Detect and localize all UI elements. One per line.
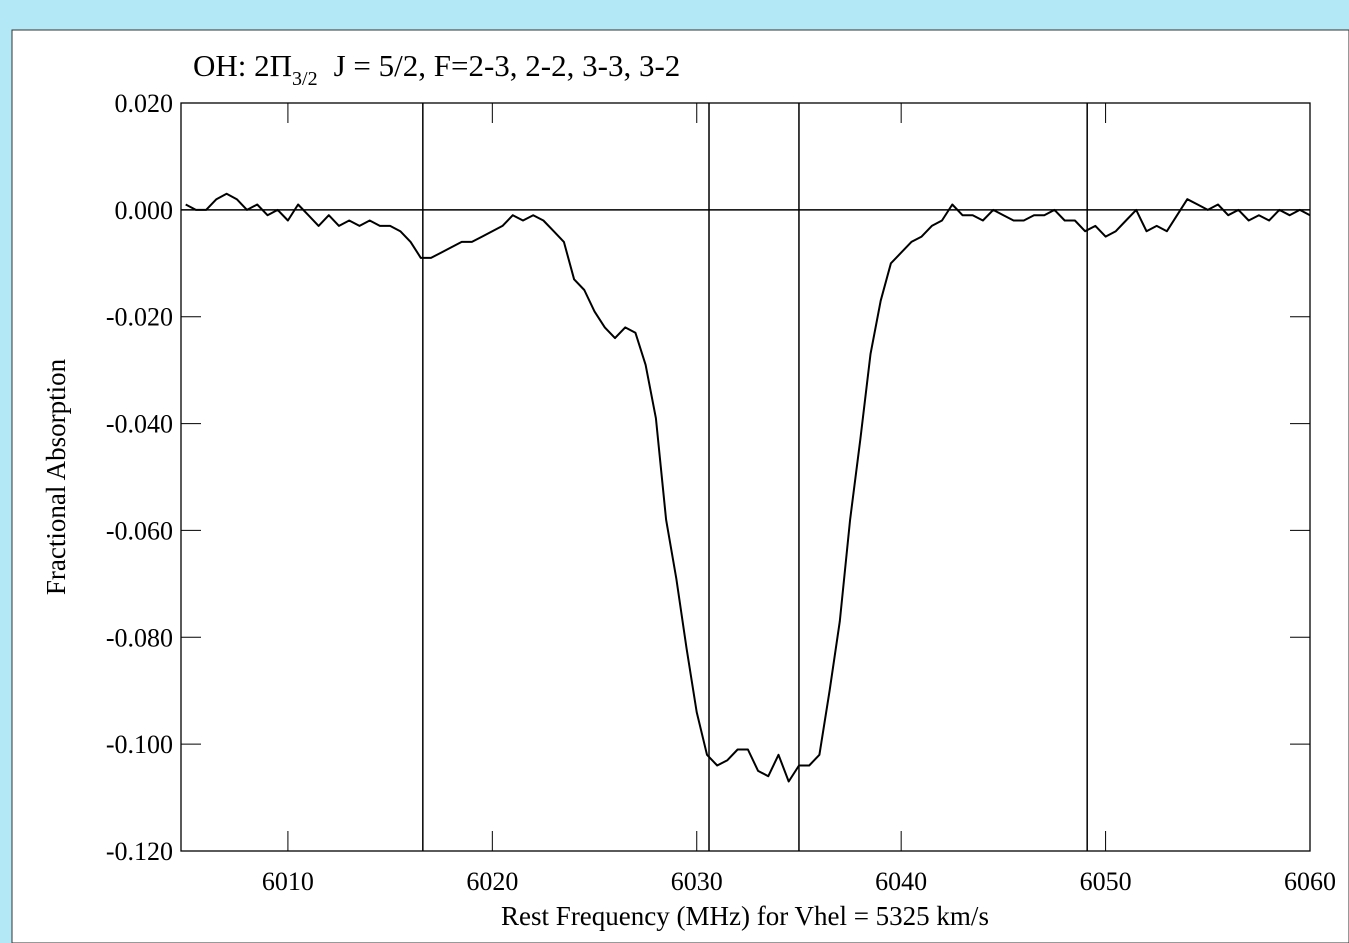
plot-border: [180, 102, 1311, 852]
chart-title: OH: 2Π3/2 J = 5/2, F=2-3, 2-2, 3-3, 3-2: [193, 48, 680, 90]
y-axis-label: Fractional Absorption: [41, 358, 71, 595]
x-tick-label: 6060: [1284, 867, 1336, 896]
x-tick-label: 6020: [466, 867, 518, 896]
spectrum-line: [185, 192, 1311, 783]
title-part: J = 5/2, F=2-3, 2-2, 3-3, 3-2: [334, 48, 681, 83]
y-tick-label: -0.040: [106, 410, 173, 439]
y-tick-label: 0.020: [115, 89, 174, 118]
x-tick-label: 6010: [262, 867, 314, 896]
title-part: OH: 2Π: [193, 48, 292, 83]
y-tick-label: -0.020: [106, 303, 173, 332]
panel: [11, 29, 1349, 943]
x-tick-label: 6030: [671, 867, 723, 896]
x-tick-label: 6050: [1080, 867, 1132, 896]
x-tick-label: 6040: [875, 867, 927, 896]
y-tick-label: 0.000: [115, 196, 174, 225]
y-tick-label: -0.060: [106, 516, 173, 545]
y-tick-label: -0.120: [106, 837, 173, 866]
y-tick-label: -0.100: [106, 730, 173, 759]
y-tick-label: -0.080: [106, 623, 173, 652]
title-subscript: 3/2: [292, 68, 318, 90]
x-axis-label: Rest Frequency (MHz) for Vhel = 5325 km/…: [501, 901, 989, 931]
